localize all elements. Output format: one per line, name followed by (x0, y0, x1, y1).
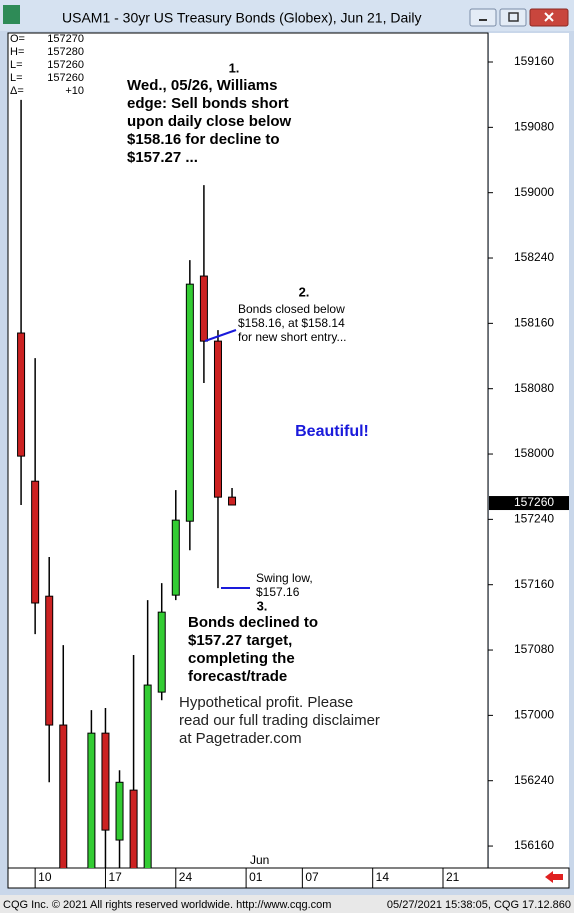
candle-body (45, 595, 54, 726)
annotation: edge: Sell bonds short (127, 95, 289, 112)
annotation: Hypothetical profit. Please (179, 694, 353, 711)
footer-left: CQG Inc. © 2021 All rights reserved worl… (3, 899, 331, 911)
y-tick-label: 156160 (514, 838, 554, 852)
x-tick-label: 24 (179, 870, 193, 884)
annotation: Wed., 05/26, Williams (127, 77, 277, 94)
annotation: for new short entry... (238, 330, 347, 344)
y-tick-label: 159000 (514, 185, 554, 199)
annotation: upon daily close below (127, 113, 292, 130)
candle-body (228, 496, 237, 506)
readout-label: Δ= (10, 85, 24, 97)
x-tick-label: 07 (305, 870, 319, 884)
x-tick-label: 21 (446, 870, 460, 884)
x-axis-area (7, 867, 570, 889)
scroll-arrow[interactable] (545, 871, 563, 883)
annotation: Bonds closed below (238, 302, 345, 316)
readout-value: 157260 (47, 59, 84, 71)
annotation: $157.16 (256, 585, 300, 599)
annotation: 2. (299, 284, 310, 299)
annotation: $157.27 ... (127, 149, 198, 166)
y-tick-label: 157160 (514, 577, 554, 591)
readout-label: H= (10, 46, 24, 58)
month-label: Jun (250, 853, 269, 867)
annotation: $158.16 for decline to (127, 131, 280, 148)
annotation: Swing low, (256, 571, 313, 585)
readout-value: +10 (65, 85, 84, 97)
readout-label: L= (10, 72, 23, 84)
readout-label: O= (10, 33, 25, 45)
y-tick-label: 157000 (514, 708, 554, 722)
candle-body (213, 340, 222, 498)
candle-body (17, 332, 26, 457)
maximize-glyph (508, 12, 519, 22)
candle-body (129, 789, 138, 868)
candle-body (199, 275, 208, 342)
readout-value: 157270 (47, 33, 84, 45)
y-tick-label: 159160 (514, 54, 554, 68)
annotation: $157.27 target, (188, 632, 292, 649)
y-tick-label: 158240 (514, 250, 554, 264)
y-tick-label: 157080 (514, 642, 554, 656)
candle-body (143, 684, 152, 868)
last-price-label: 157260 (514, 495, 554, 509)
annotation: 1. (229, 60, 240, 75)
x-tick-label: 14 (376, 870, 390, 884)
y-tick-label: 157240 (514, 512, 554, 526)
annotation: Bonds declined to (188, 614, 318, 631)
minimize-button[interactable] (469, 8, 497, 27)
candles (17, 99, 237, 868)
candle-body (171, 519, 180, 596)
readout-value: 157260 (47, 72, 84, 84)
annotation: forecast/trade (188, 668, 287, 685)
x-tick-label: 10 (38, 870, 52, 884)
window-title: USAM1 - 30yr US Treasury Bonds (Globex),… (62, 10, 421, 26)
annotation: $158.16, at $158.14 (238, 316, 345, 330)
footer (0, 895, 574, 913)
y-tick-label: 159080 (514, 120, 554, 134)
y-tick-label: 158160 (514, 316, 554, 330)
candle-body (185, 283, 194, 522)
annotation: read our full trading disclaimer (179, 712, 380, 729)
candle-body (59, 724, 68, 868)
candle-body (31, 480, 40, 604)
annotation: Beautiful! (295, 423, 369, 440)
footer-right: 05/27/2021 15:38:05, CQG 17.12.860 (387, 899, 571, 911)
y-axis-area (489, 33, 569, 868)
candle-body (115, 781, 124, 841)
app-icon (3, 5, 20, 24)
maximize-button[interactable] (499, 8, 527, 27)
x-tick-label: 17 (108, 870, 122, 884)
candle-body (157, 611, 166, 693)
y-tick-label: 156240 (514, 773, 554, 787)
candle-body (87, 732, 96, 868)
plot-area (7, 32, 489, 869)
x-tick-label: 01 (249, 870, 263, 884)
close-glyph (544, 12, 554, 22)
annotation: at Pagetrader.com (179, 730, 302, 747)
readout-label: L= (10, 59, 23, 71)
annotation: completing the (188, 650, 295, 667)
y-tick-label: 158080 (514, 381, 554, 395)
pointer-line (204, 329, 237, 342)
last-price-box (489, 496, 569, 511)
readout-value: 157280 (47, 46, 84, 58)
candle-body (101, 732, 110, 831)
y-tick-label: 158000 (514, 446, 554, 460)
annotation: 3. (257, 598, 268, 613)
